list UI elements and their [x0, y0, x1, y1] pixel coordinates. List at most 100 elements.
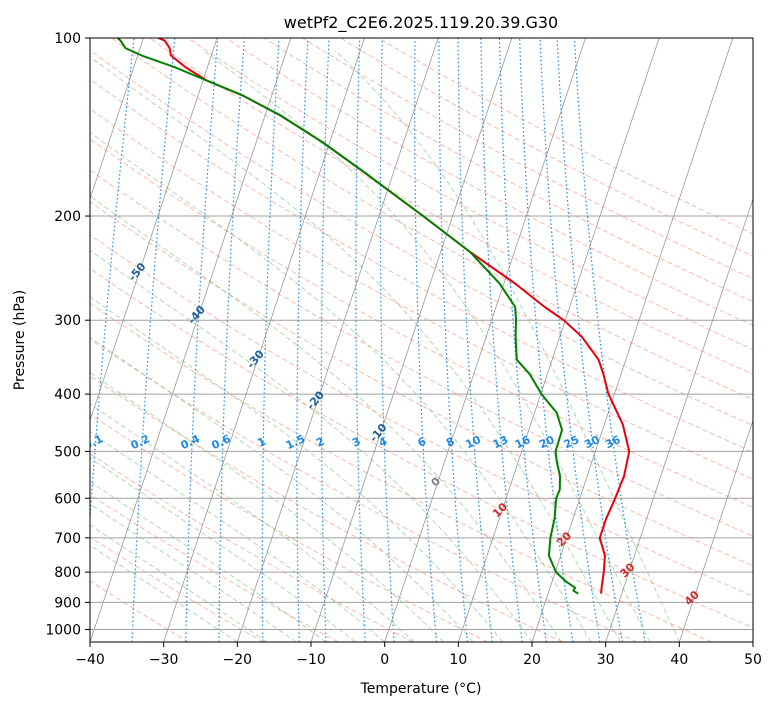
- isotherm-line: [605, 197, 753, 642]
- mixing-ratio-line: [355, 38, 366, 642]
- moist-adiabat-line: [90, 249, 533, 642]
- y-tick-label: 700: [54, 531, 81, 547]
- mixing-ratio-label: 10: [463, 433, 483, 451]
- x-axis-ticks: −40 −30 −20 −10 0 10 20 30 40 50: [75, 642, 762, 668]
- mixing-ratio-lines: [90, 38, 646, 642]
- isotherm-line: [0, 38, 70, 642]
- moist-adiabats: [90, 50, 680, 642]
- mixing-ratio-line: [320, 38, 330, 642]
- moist-adiabat-line: [90, 544, 238, 642]
- dry-adiabat-line: [90, 108, 753, 480]
- dry-adiabat-line: [90, 267, 753, 629]
- y-tick-label: 200: [54, 209, 81, 225]
- moist-adiabat-line: [90, 431, 386, 642]
- background-lines: [0, 38, 753, 642]
- mixing-ratio-line: [296, 38, 309, 642]
- mixing-ratio-line: [90, 38, 135, 526]
- mixing-ratio-label: 36: [603, 433, 623, 451]
- pressure-gridlines: [90, 38, 753, 630]
- dry-adiabat-line: [90, 201, 753, 567]
- mixing-ratio-label: 16: [513, 433, 533, 451]
- x-tick-label: 30: [597, 652, 615, 668]
- mixing-ratio-line: [457, 38, 493, 642]
- mixing-ratio-label: 2: [314, 435, 326, 450]
- x-tick-label: 20: [523, 652, 541, 668]
- dry-adiabat-line: [90, 338, 638, 642]
- mixing-ratio-label: 25: [562, 433, 581, 451]
- chart-title: wetPf2_C2E6.2025.119.20.39.G30: [284, 13, 558, 33]
- moist-adiabat-line: [334, 50, 680, 642]
- isotherm-line: [163, 38, 365, 642]
- mixing-ratio-label: 0.4: [179, 432, 202, 452]
- isotherm-line: [752, 640, 753, 642]
- dry-adiabat-line: [90, 49, 753, 427]
- dry-adiabat-line: [90, 169, 753, 537]
- y-tick-label: 1000: [45, 622, 81, 638]
- isotherm-label: 40: [682, 588, 702, 608]
- y-tick-label: 900: [54, 595, 81, 611]
- temperature-profile: [157, 38, 631, 594]
- mixing-ratio-line: [131, 38, 176, 642]
- isotherm-line: [90, 38, 218, 422]
- dry-adiabat-line: [302, 38, 753, 280]
- mixing-ratio-label: 6: [416, 435, 429, 450]
- x-axis-label: Temperature (°C): [360, 681, 482, 697]
- moist-adiabat-line: [90, 371, 444, 642]
- x-tick-label: 40: [670, 652, 688, 668]
- dry-adiabats: [90, 38, 753, 642]
- isotherm-line: [678, 419, 753, 642]
- dry-adiabat-line: [90, 78, 753, 453]
- mixing-ratio-line: [539, 38, 601, 642]
- isotherm-line: [90, 38, 292, 642]
- x-tick-label: 0: [380, 652, 389, 668]
- moist-adiabat-line: [90, 131, 592, 642]
- dry-adiabat-line: [90, 493, 339, 642]
- plot-frame: [89, 37, 754, 643]
- moist-adiabat-line: [90, 56, 621, 642]
- mixing-ratio-label: 3: [350, 435, 362, 450]
- y-tick-label: 800: [54, 565, 81, 581]
- isotherm-line: [90, 38, 144, 201]
- dry-adiabat-label: -40: [185, 303, 208, 327]
- mixing-ratio-label: 20: [537, 433, 557, 451]
- dry-adiabat-label: -20: [304, 388, 327, 412]
- isotherm-line: [457, 38, 660, 642]
- dry-adiabat-line: [225, 38, 753, 326]
- mixing-ratio-label: 13: [491, 433, 510, 451]
- dry-adiabat-line: [90, 138, 753, 509]
- mixing-ratio-label: 1: [256, 435, 268, 450]
- mixing-ratio-line: [185, 38, 219, 642]
- dry-adiabat-line: [90, 453, 414, 642]
- moist-adiabat-line: [203, 50, 651, 642]
- dewpoint-profile: [117, 38, 579, 595]
- dry-adiabat-label: -70: [15, 152, 38, 176]
- mixing-ratio-line: [556, 38, 623, 642]
- dry-adiabat-line: [90, 302, 712, 642]
- y-axis-ticks: 100 200 300 400 500 600 700 800 900 1000: [45, 31, 90, 638]
- moist-adiabat-line: [90, 480, 326, 642]
- dry-adiabat-label: -30: [244, 347, 267, 371]
- x-tick-label: −10: [296, 652, 326, 668]
- dry-adiabat-line: [378, 38, 753, 235]
- dry-adiabat-line: [111, 38, 753, 401]
- mixing-ratio-label: 0.6: [210, 432, 233, 452]
- mixing-ratio-line: [261, 38, 280, 642]
- mixing-ratio-line: [519, 38, 574, 642]
- isotherm-line: [236, 38, 439, 642]
- x-tick-label: 10: [449, 652, 467, 668]
- isotherm-label: 30: [618, 560, 638, 580]
- x-tick-label: −40: [75, 652, 105, 668]
- dry-adiabat-line: [149, 38, 753, 375]
- y-tick-label: 100: [54, 31, 81, 47]
- x-tick-label: 50: [744, 652, 762, 668]
- isotherms: [0, 38, 753, 642]
- y-tick-label: 500: [54, 444, 81, 460]
- isotherm-line: [384, 38, 586, 642]
- mixing-ratio-label: 8: [444, 435, 456, 450]
- isotherm-line: [310, 38, 513, 642]
- mixing-ratio-line: [414, 38, 437, 642]
- y-tick-label: 600: [54, 491, 81, 507]
- y-tick-label: 400: [54, 387, 81, 403]
- x-tick-label: −20: [223, 652, 253, 668]
